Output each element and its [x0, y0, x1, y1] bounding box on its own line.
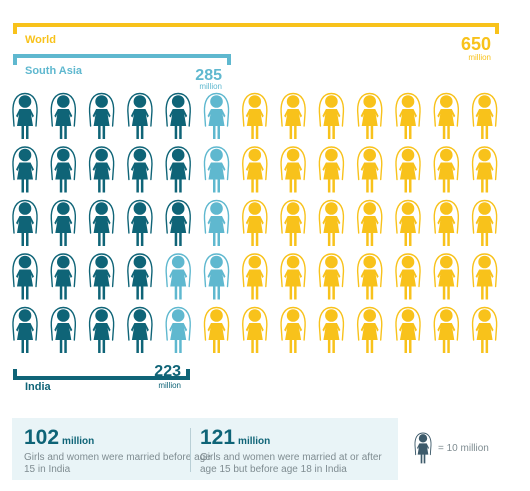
girl-icon — [471, 253, 498, 301]
girl-icon — [471, 199, 498, 247]
india-bracket-value: 223 — [154, 363, 181, 380]
girl-icon — [433, 306, 460, 354]
girl-icon — [203, 199, 230, 247]
stats-divider — [190, 428, 191, 472]
girl-icon — [280, 306, 306, 354]
girl-icon — [318, 146, 345, 194]
girl-icon — [242, 146, 268, 194]
girl-icon — [471, 306, 498, 354]
girl-icon — [165, 306, 191, 354]
stat-15-to-18-description: Girls and women were married at or after… — [200, 452, 382, 475]
stat-before-15: 102 million Girls and women were married … — [24, 426, 214, 476]
girl-icon — [433, 253, 460, 301]
girl-icon — [395, 92, 421, 140]
girl-icon — [356, 146, 383, 194]
south-asia-bracket: South Asia 285 million — [13, 54, 231, 91]
girl-icon — [242, 306, 268, 354]
girl-icon — [242, 253, 268, 301]
girl-icon — [203, 92, 230, 140]
girl-icon — [395, 199, 421, 247]
girl-icon — [88, 199, 115, 247]
girl-icon — [127, 306, 153, 354]
girl-icon — [12, 253, 38, 301]
girl-icon — [127, 92, 153, 140]
india-bracket-unit: million — [158, 381, 181, 390]
girl-icon — [165, 92, 191, 140]
girl-icon — [280, 146, 306, 194]
girl-icon — [50, 253, 77, 301]
legend: = 10 million — [412, 432, 489, 468]
girl-icon — [165, 253, 191, 301]
world-bracket-value: 650 — [461, 34, 491, 54]
girl-icon — [471, 146, 498, 194]
girl-icon — [395, 306, 421, 354]
south-asia-bracket-value: 285 — [195, 67, 222, 84]
girl-icon — [203, 253, 230, 301]
girl-icon — [127, 199, 153, 247]
india-bracket-label: India — [25, 381, 52, 393]
girl-icon — [318, 253, 345, 301]
girl-icon — [318, 306, 345, 354]
girl-icon — [127, 146, 153, 194]
girl-icon — [433, 199, 460, 247]
girl-icon — [50, 199, 77, 247]
girl-icon — [203, 306, 230, 354]
pictograph-chart: World 650 million South Asia 285 million… — [12, 23, 499, 393]
girl-icon — [88, 306, 115, 354]
stat-before-15-description: Girls and women were married before age … — [24, 452, 211, 475]
girl-icon — [433, 146, 460, 194]
girl-icon — [356, 306, 383, 354]
girl-icon — [88, 253, 115, 301]
girl-icon — [165, 146, 191, 194]
girl-icon — [318, 199, 345, 247]
south-asia-bracket-label: South Asia — [25, 65, 83, 77]
legend-text: = 10 million — [438, 443, 489, 454]
world-bracket-unit: million — [468, 53, 491, 62]
girl-icon — [356, 253, 383, 301]
south-asia-bracket-unit: million — [199, 82, 222, 91]
girl-icon — [280, 199, 306, 247]
girl-icon — [280, 253, 306, 301]
girl-icon — [433, 92, 460, 140]
girl-icon — [203, 146, 230, 194]
girl-icon — [12, 199, 38, 247]
girl-icon — [471, 92, 498, 140]
girl-icon — [50, 146, 77, 194]
girl-icon — [395, 253, 421, 301]
girl-icon — [165, 199, 191, 247]
stats-panel: 102 million Girls and women were married … — [12, 418, 398, 480]
girl-icon — [242, 199, 268, 247]
girl-icon — [356, 92, 383, 140]
girl-icon — [50, 306, 77, 354]
stat-15-to-18-value: 121 — [200, 426, 236, 449]
girl-icon — [88, 146, 115, 194]
girl-icon — [88, 92, 115, 140]
girl-icon — [50, 92, 77, 140]
stat-before-15-unit: million — [62, 436, 95, 447]
world-bracket: World 650 million — [13, 23, 499, 62]
india-bracket: India 223 million — [13, 363, 190, 393]
girl-icon — [12, 146, 38, 194]
girl-icon — [318, 92, 345, 140]
stat-before-15-value: 102 — [24, 426, 60, 449]
stat-15-to-18-unit: million — [238, 436, 271, 447]
girl-icon — [412, 432, 434, 468]
girl-icon — [242, 92, 268, 140]
stat-15-to-18: 121 million Girls and women were married … — [200, 426, 390, 476]
girl-icon — [127, 253, 153, 301]
girl-icon — [356, 199, 383, 247]
pictograph-icons — [12, 92, 498, 354]
world-bracket-label: World — [25, 34, 56, 46]
girl-icon — [12, 92, 38, 140]
girl-icon — [280, 92, 306, 140]
girl-icon — [395, 146, 421, 194]
girl-icon — [12, 306, 38, 354]
